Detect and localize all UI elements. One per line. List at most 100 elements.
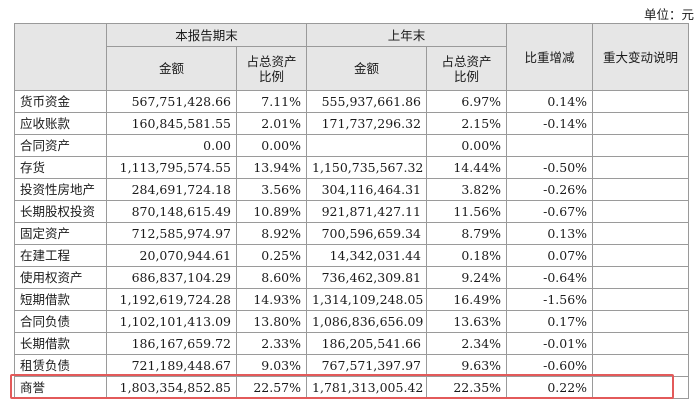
row-item-cell: 存货 bbox=[14, 156, 107, 179]
row-current-pct-cell: 9.03% bbox=[235, 354, 308, 377]
header-ratio-change: 比重增减 bbox=[506, 23, 594, 91]
row-ratio-change-cell: -0.67% bbox=[506, 200, 594, 223]
row-ratio-change-cell: -0.14% bbox=[506, 112, 594, 135]
row-prior-pct-cell: 8.79% bbox=[426, 222, 508, 245]
row-prior-amount-cell: 1,150,735,567.32 bbox=[306, 156, 428, 179]
row-current-amount-cell: 1,803,354,852.85 bbox=[106, 376, 237, 399]
row-item-cell: 商誉 bbox=[14, 376, 107, 399]
row-prior-pct-cell: 9.24% bbox=[426, 266, 508, 289]
row-current-amount-cell: 20,070,944.61 bbox=[106, 244, 237, 267]
row-explanation-cell bbox=[592, 200, 690, 223]
table-row: 商誉 1,803,354,852.85 22.57% 1,781,313,005.42… bbox=[14, 376, 690, 399]
row-item-cell: 长期借款 bbox=[14, 332, 107, 355]
row-prior-amount-cell: 186,205,541.66 bbox=[306, 332, 428, 355]
row-item-cell: 租赁负债 bbox=[14, 354, 107, 377]
row-prior-amount-cell: 555,937,661.86 bbox=[306, 90, 428, 113]
header-explanation: 重大变动说明 bbox=[592, 23, 690, 91]
header-item bbox=[14, 23, 107, 91]
table-row: 短期借款 1,192,619,724.28 14.93% 1,314,109,248.… bbox=[14, 288, 690, 311]
row-current-amount-cell: 870,148,615.49 bbox=[106, 200, 237, 223]
row-item-cell: 在建工程 bbox=[14, 244, 107, 267]
row-ratio-change-cell: 0.13% bbox=[506, 222, 594, 245]
row-prior-amount-cell: 1,086,836,656.09 bbox=[306, 310, 428, 333]
row-ratio-change-cell: -0.50% bbox=[506, 156, 594, 179]
row-item-cell: 货币资金 bbox=[14, 90, 107, 113]
header-prev-amount: 金额 bbox=[306, 46, 428, 91]
row-explanation-cell bbox=[592, 112, 690, 135]
row-ratio-change-cell: 0.14% bbox=[506, 90, 594, 113]
row-prior-amount-cell: 1,314,109,248.05 bbox=[306, 288, 428, 311]
row-explanation-cell bbox=[592, 134, 690, 157]
table-row: 货币资金 567,751,428.66 7.11% 555,937,661.86 6.9… bbox=[14, 90, 690, 113]
row-prior-amount-cell: 304,116,464.31 bbox=[306, 178, 428, 201]
row-item-cell: 应收账款 bbox=[14, 112, 107, 135]
unit-label: 单位：元 bbox=[643, 7, 694, 22]
row-explanation-cell bbox=[592, 178, 690, 201]
row-prior-pct-cell: 0.00% bbox=[426, 134, 508, 157]
row-current-amount-cell: 686,837,104.29 bbox=[106, 266, 237, 289]
row-current-pct-cell: 8.92% bbox=[235, 222, 308, 245]
table-row: 长期借款 186,167,659.72 2.33% 186,205,541.66 2.3… bbox=[14, 332, 690, 355]
table-row: 应收账款 160,845,581.55 2.01% 171,737,296.32 2.1… bbox=[14, 112, 690, 135]
row-prior-pct-cell: 22.35% bbox=[426, 376, 508, 399]
row-item-cell: 短期借款 bbox=[14, 288, 107, 311]
row-current-amount-cell: 186,167,659.72 bbox=[106, 332, 237, 355]
row-explanation-cell bbox=[592, 156, 690, 179]
header-row-top: 本报告期末 上年末 比重增减 重大变动说明 bbox=[14, 23, 690, 91]
row-current-pct-cell: 7.11% bbox=[235, 90, 308, 113]
row-prior-pct-cell: 2.34% bbox=[426, 332, 508, 355]
header-prior-year-end: 上年末 bbox=[306, 23, 508, 47]
row-ratio-change-cell: 0.07% bbox=[506, 244, 594, 267]
row-prior-amount-cell: 921,871,427.11 bbox=[306, 200, 428, 223]
table-row: 投资性房地产 284,691,724.18 3.56% 304,116,464.31 3… bbox=[14, 178, 690, 201]
row-prior-amount-cell: 700,596,659.34 bbox=[306, 222, 428, 245]
row-current-pct-cell: 13.94% bbox=[235, 156, 308, 179]
row-current-amount-cell: 284,691,724.18 bbox=[106, 178, 237, 201]
row-prior-pct-cell: 0.18% bbox=[426, 244, 508, 267]
row-current-pct-cell: 22.57% bbox=[235, 376, 308, 399]
row-explanation-cell bbox=[592, 288, 690, 311]
row-current-amount-cell: 721,189,448.67 bbox=[106, 354, 237, 377]
row-current-pct-cell: 3.56% bbox=[235, 178, 308, 201]
row-prior-amount-cell: 767,571,397.97 bbox=[306, 354, 428, 377]
row-current-amount-cell: 160,845,581.55 bbox=[106, 112, 237, 135]
row-ratio-change-cell: -0.64% bbox=[506, 266, 594, 289]
row-explanation-cell bbox=[592, 90, 690, 113]
row-current-pct-cell: 0.25% bbox=[235, 244, 308, 267]
row-ratio-change-cell: -0.01% bbox=[506, 332, 594, 355]
row-current-amount-cell: 1,113,795,574.55 bbox=[106, 156, 237, 179]
row-explanation-cell bbox=[592, 332, 690, 355]
balance-sheet-table: 本报告期末 上年末 比重增减 重大变动说明 金额 占总资产 比例 金额 占总资产比… bbox=[14, 23, 690, 399]
row-current-pct-cell: 2.33% bbox=[235, 332, 308, 355]
row-current-pct-cell: 14.93% bbox=[235, 288, 308, 311]
row-prior-pct-cell: 2.15% bbox=[426, 112, 508, 135]
row-item-cell: 合同负债 bbox=[14, 310, 107, 333]
row-prior-pct-cell: 3.82% bbox=[426, 178, 508, 201]
table-row: 使用权资产 686,837,104.29 8.60% 736,462,309.81 9.… bbox=[14, 266, 690, 289]
row-current-pct-cell: 8.60% bbox=[235, 266, 308, 289]
row-ratio-change-cell: -0.26% bbox=[506, 178, 594, 201]
row-explanation-cell bbox=[592, 222, 690, 245]
row-current-amount-cell: 567,751,428.66 bbox=[106, 90, 237, 113]
row-current-pct-cell: 2.01% bbox=[235, 112, 308, 135]
table-row: 固定资产 712,585,974.97 8.92% 700,596,659.34 8.7… bbox=[14, 222, 690, 245]
row-ratio-change-cell: 0.22% bbox=[506, 376, 594, 399]
row-explanation-cell bbox=[592, 266, 690, 289]
row-prior-pct-cell: 11.56% bbox=[426, 200, 508, 223]
row-current-pct-cell: 0.00% bbox=[235, 134, 308, 157]
table-row: 存货 1,113,795,574.55 13.94% 1,150,735,567.32… bbox=[14, 156, 690, 179]
header-current-period-end: 本报告期末 bbox=[105, 23, 308, 47]
row-explanation-cell bbox=[592, 376, 690, 399]
row-ratio-change-cell: -1.56% bbox=[506, 288, 594, 311]
row-item-cell: 合同资产 bbox=[14, 134, 107, 157]
row-current-pct-cell: 13.80% bbox=[235, 310, 308, 333]
row-prior-amount-cell bbox=[306, 134, 428, 157]
row-prior-pct-cell: 16.49% bbox=[426, 288, 508, 311]
row-ratio-change-cell bbox=[506, 134, 594, 157]
table-row: 长期股权投资 870,148,615.49 10.89% 921,871,427.11… bbox=[14, 200, 690, 223]
row-current-pct-cell: 10.89% bbox=[235, 200, 308, 223]
row-explanation-cell bbox=[592, 310, 690, 333]
row-item-cell: 使用权资产 bbox=[14, 266, 107, 289]
row-current-amount-cell: 1,102,101,413.09 bbox=[106, 310, 237, 333]
row-ratio-change-cell: -0.60% bbox=[506, 354, 594, 377]
